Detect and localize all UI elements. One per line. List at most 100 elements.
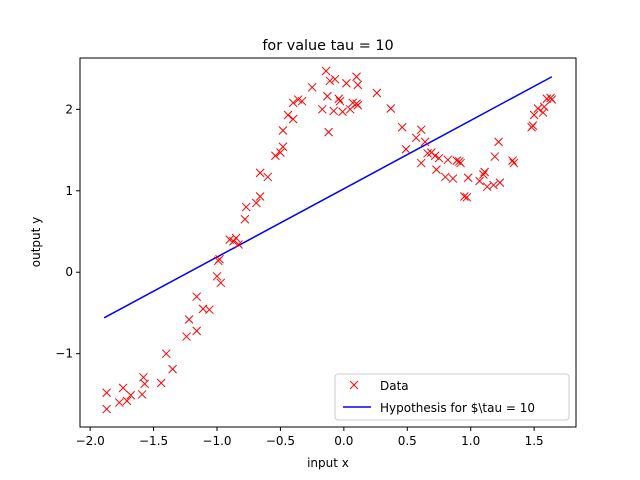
data-point [456, 158, 465, 168]
data-point [460, 192, 469, 201]
axis-ticks: −2.0 −1.5 −1.0 −0.5 0.0 0.5 1.0 1.5 −1 0 1 2 [55, 102, 543, 448]
data-point [329, 106, 339, 116]
legend-box [334, 373, 570, 421]
data-point [508, 156, 517, 165]
legend-label-data: Data [380, 379, 409, 393]
data-point [102, 388, 111, 398]
data-point [480, 167, 490, 177]
data-point [255, 192, 265, 201]
axes-frame [79, 57, 577, 428]
data-point [161, 349, 171, 359]
data-point [251, 198, 261, 208]
y-axis-label: output y [29, 217, 43, 268]
data-point [423, 148, 432, 158]
data-point [434, 153, 444, 163]
data-point [212, 271, 222, 281]
data-point [334, 94, 344, 104]
hypothesis-line [103, 76, 553, 319]
data-point [372, 88, 382, 98]
data-point [240, 214, 250, 224]
data-point [255, 168, 265, 178]
data-point [348, 98, 358, 108]
data-point [386, 104, 396, 113]
data-point [448, 174, 458, 183]
plot-marks [102, 66, 557, 414]
data-point [271, 151, 280, 161]
data-point [192, 326, 202, 336]
data-point [538, 108, 548, 117]
x-tick-label: −1.0 [202, 434, 231, 448]
data-point [323, 91, 332, 101]
legend-data-marker [349, 380, 359, 390]
data-point [114, 398, 124, 407]
x-tick-label: 1.0 [461, 434, 480, 448]
data-point [216, 278, 226, 288]
data-point [321, 66, 331, 76]
data-point [411, 133, 421, 143]
data-point [547, 95, 557, 104]
data-point [283, 110, 293, 120]
data-point [489, 180, 498, 190]
data-point [263, 172, 273, 182]
data-point [288, 98, 298, 108]
data-point [416, 125, 426, 135]
data-point [231, 233, 241, 243]
data-point [205, 305, 214, 315]
data-point [352, 72, 361, 82]
data-point [482, 182, 492, 192]
data-point [416, 158, 426, 168]
data-point [529, 110, 539, 120]
data-point [234, 240, 243, 249]
data-point [528, 121, 538, 130]
data-point [140, 379, 150, 389]
data-point [324, 127, 333, 137]
data-point [278, 142, 288, 152]
data-point [278, 126, 288, 135]
data-point [539, 102, 549, 112]
data-point [432, 165, 441, 174]
data-point [126, 390, 136, 400]
data-point [452, 156, 462, 165]
chart-title: for value tau = 10 [262, 38, 393, 54]
data-point [307, 82, 317, 92]
legend-label-hypothesis: Hypothesis for $\tau = 10 [380, 401, 535, 415]
x-tick-label: −1.5 [139, 434, 168, 448]
data-point [430, 151, 440, 161]
x-tick-label: −0.5 [266, 434, 295, 448]
data-point [443, 155, 453, 165]
data-point [353, 80, 363, 90]
data-point [420, 137, 430, 147]
data-point [509, 158, 519, 168]
x-tick-label: −2.0 [76, 434, 105, 448]
data-point [353, 100, 363, 110]
data-point [440, 172, 450, 182]
data-point [241, 202, 251, 212]
y-tick-label: −1 [55, 347, 73, 361]
data-point [184, 315, 194, 324]
x-axis-label: input x [307, 456, 349, 470]
data-point [335, 96, 345, 106]
x-tick-label: 0.0 [334, 434, 353, 448]
data-point [118, 383, 128, 393]
data-point [495, 178, 505, 187]
x-tick-label: 0.5 [398, 434, 417, 448]
data-point [479, 170, 488, 179]
x-tick-label: 1.5 [525, 434, 544, 448]
data-point [475, 176, 484, 186]
data-point [137, 390, 147, 399]
data-point [297, 96, 307, 106]
data-point [494, 137, 503, 147]
data-point [215, 254, 224, 264]
y-tick-label: 2 [65, 102, 73, 116]
data-point [342, 78, 351, 88]
data-point [490, 152, 500, 161]
data-point [288, 114, 298, 124]
data-point [156, 378, 166, 388]
data-point [325, 76, 335, 86]
data-point [462, 192, 472, 202]
data-point [102, 404, 111, 414]
data-point [338, 107, 347, 117]
y-tick-label: 0 [65, 265, 73, 279]
